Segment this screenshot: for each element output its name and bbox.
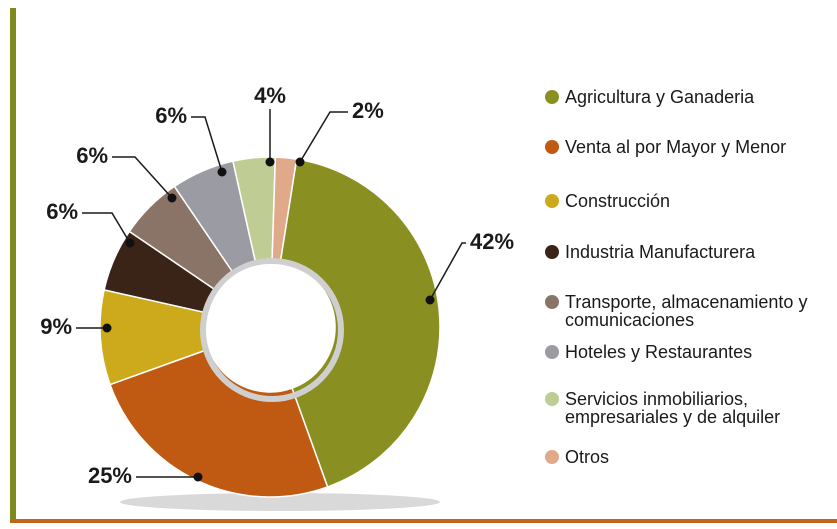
data-label: 6% (76, 143, 108, 168)
leader-line (191, 116, 223, 173)
data-label: 42% (470, 229, 514, 254)
legend-swatch (545, 194, 559, 208)
data-label: 6% (155, 103, 187, 128)
leader-dot (102, 323, 112, 333)
legend-swatch (545, 345, 559, 359)
legend-item: Venta al por Mayor y Menor (545, 138, 820, 156)
left-bar (10, 8, 16, 522)
legend-item: Hoteles y Restaurantes (545, 343, 820, 361)
legend-item: Industria Manufacturera (545, 243, 820, 261)
legend-swatch (545, 295, 559, 309)
data-label: 2% (352, 98, 384, 123)
data-label: 9% (40, 314, 72, 339)
legend-swatch (545, 90, 559, 104)
leader-dot (167, 193, 177, 203)
legend-swatch (545, 392, 559, 406)
leader-dot (295, 157, 305, 167)
legend-item: Construcción (545, 192, 820, 210)
legend-label: Agricultura y Ganaderia (565, 87, 755, 107)
data-label: 6% (46, 199, 78, 224)
legend-swatch (545, 450, 559, 464)
leader-line (429, 242, 466, 301)
legend-label: Otros (565, 447, 610, 467)
data-label: 4% (254, 83, 286, 108)
legend-item: Servicios inmobiliarios, empresariales y… (545, 390, 820, 426)
legend-label: Transporte, almacenamiento y comunicacio… (565, 292, 808, 330)
leader-dot (265, 157, 275, 167)
leader-line (112, 156, 173, 199)
donut-hole-rim (200, 258, 344, 402)
legend-label: Hoteles y Restaurantes (565, 342, 753, 362)
legend-label: Venta al por Mayor y Menor (565, 137, 787, 157)
legend-label: Servicios inmobiliarios, empresariales y… (565, 389, 781, 427)
donut-hole (207, 264, 333, 390)
legend-item: Transporte, almacenamiento y comunicacio… (545, 293, 820, 329)
shadow (120, 493, 440, 511)
legend-swatch (545, 245, 559, 259)
legend-label: Construcción (565, 191, 671, 211)
data-label: 25% (88, 463, 132, 488)
leader-dot (125, 238, 135, 248)
leader-line (82, 212, 131, 244)
legend-item: Agricultura y Ganaderia (545, 88, 820, 106)
leader-line (299, 111, 348, 163)
donut-slice (109, 348, 329, 498)
leader-dot (193, 472, 203, 482)
legend-swatch (545, 140, 559, 154)
leader-dot (425, 295, 435, 305)
bottom-bar (10, 519, 837, 523)
legend-label: Industria Manufacturera (565, 242, 756, 262)
legend-item: Otros (545, 448, 820, 466)
donut-slice (279, 158, 441, 488)
leader-dot (217, 167, 227, 177)
